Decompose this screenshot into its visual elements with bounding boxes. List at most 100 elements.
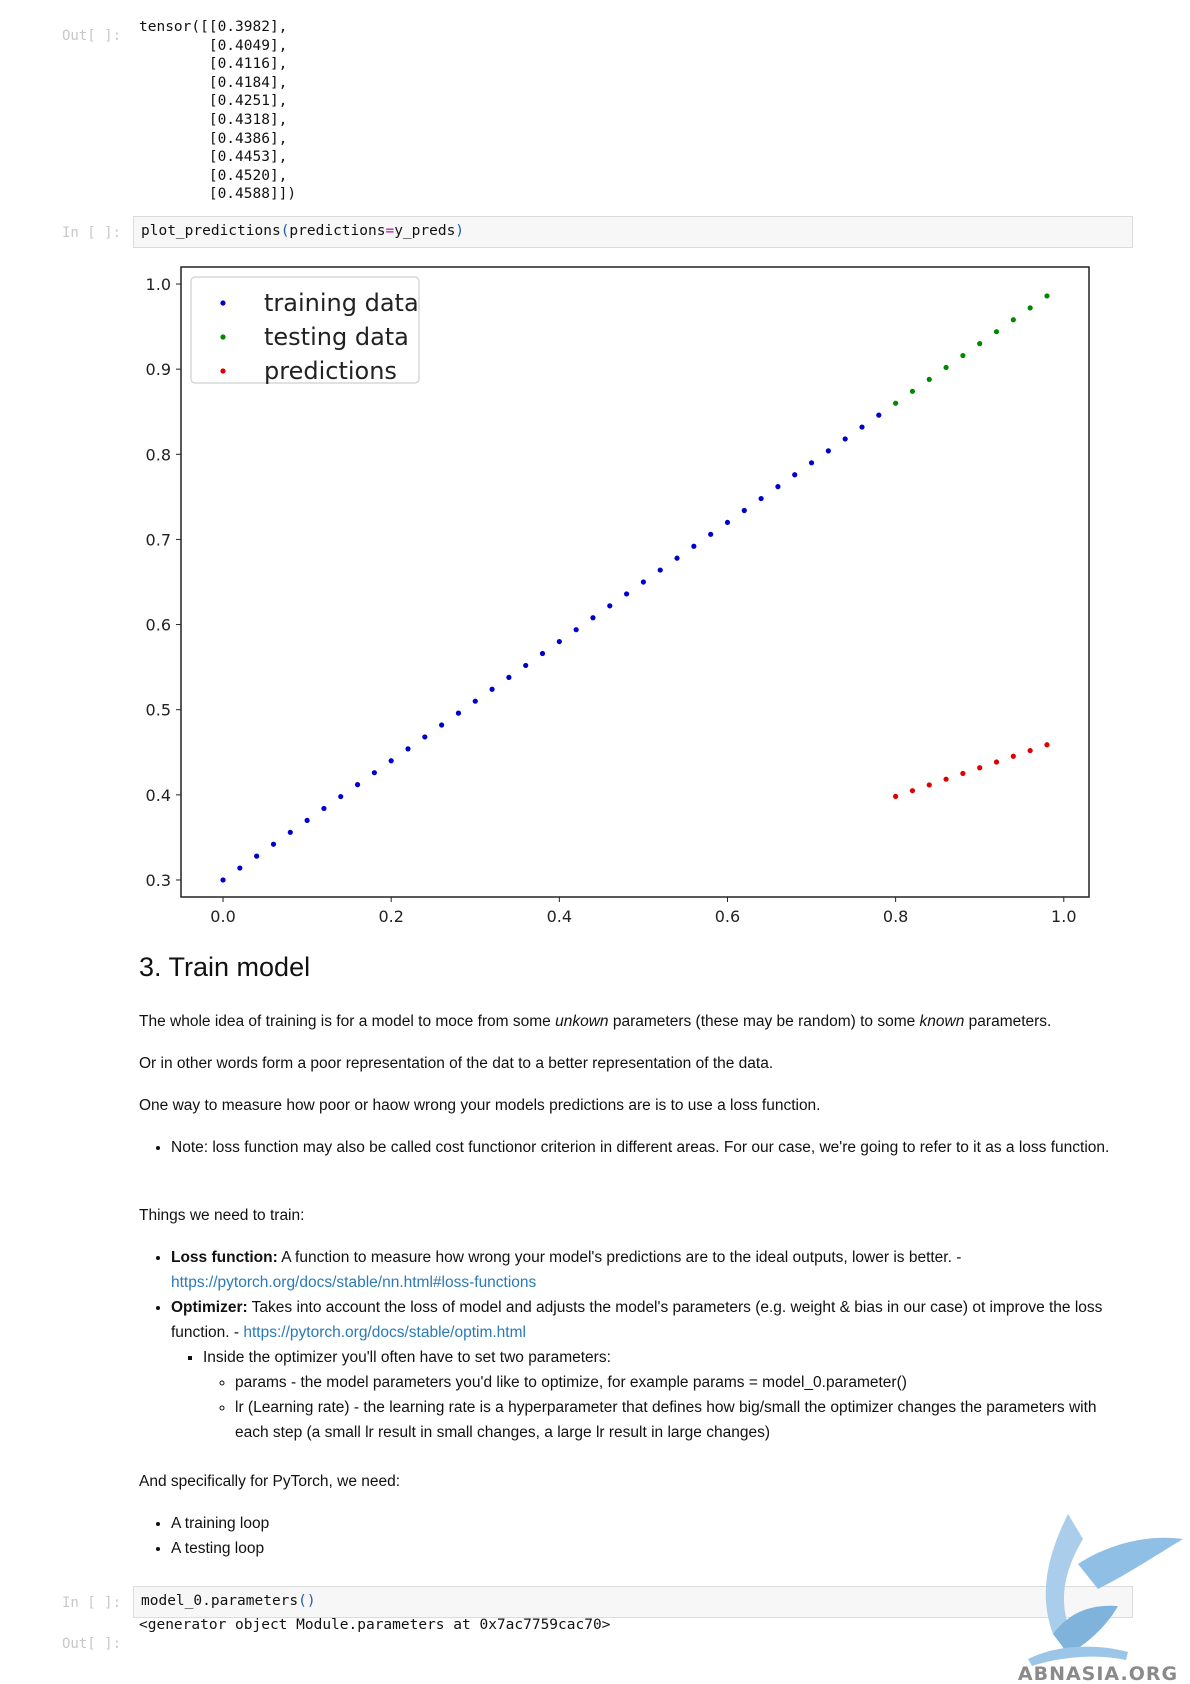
training-data-point [691,543,697,549]
tensor-line: [0.4453], [208,149,288,166]
loss-functions-link[interactable]: https://pytorch.org/docs/stable/nn.html#… [171,1274,537,1291]
testing-data-point [1010,317,1016,323]
training-data-point [842,436,848,442]
training-data-point [539,650,546,657]
training-data-point [523,662,529,669]
y-tick-label: 0.3 [146,871,171,890]
paragraph-2: Or in other words form a poor representa… [139,1055,774,1072]
training-data-point [455,710,462,716]
predictions-point [943,776,949,782]
code-paren: ( [280,223,290,239]
training-data-point [556,638,562,645]
training-data-point [354,782,361,788]
x-tick-label: 0.6 [715,907,740,926]
code-value: y_preds [394,223,456,239]
training-data-point [657,567,663,573]
training-data-point [489,686,495,692]
tensor-line: [0.4318], [208,111,288,128]
predictions-point [1044,742,1050,748]
training-data-point [708,531,714,537]
code-cell-plot-predictions[interactable]: plot_predictions(predictions=y_preds) [133,216,1133,248]
x-tick-label: 0.8 [883,907,908,926]
paragraph-5: And specifically for PyTorch, we need: [139,1473,401,1490]
testing-data-point [909,388,916,394]
tensor-line: [0.4520], [208,167,288,184]
x-tick-label: 1.0 [1051,907,1076,926]
code-line[interactable]: plot_predictions(predictions=y_preds) [141,223,464,239]
testing-data-point [1044,293,1050,299]
testing-data-point [893,400,899,406]
training-data-point [674,555,680,561]
training-data-point [321,805,327,812]
generator-output: <generator object Module.parameters at 0… [139,1617,611,1633]
list-item-lr: lr (Learning rate) - the learning rate i… [235,1395,1119,1445]
training-data-point [640,579,647,585]
training-data-point [792,472,798,478]
training-data-point [724,519,731,526]
tensor-line: [0.4588]]) [139,186,297,203]
code-cell-model-parameters[interactable]: model_0.parameters() [133,1586,1133,1618]
tensor-line: tensor([[0.3982], [139,19,288,35]
training-data-point [607,603,613,609]
code-function: plot_predictions [141,223,281,239]
training-data-point [422,734,428,740]
y-tick-label: 0.4 [146,786,171,805]
predictions-point [960,770,966,777]
legend-box [190,276,420,384]
x-tick-label: 0.4 [547,907,572,926]
training-data-point [859,424,865,430]
abnasia-watermark-logo: ABNASIA.ORG [1018,1514,1183,1684]
list-item-optimizer: Optimizer: Takes into account the loss o… [171,1295,1119,1445]
predictions-point [926,782,932,788]
training-data-point [220,877,226,883]
paragraph-4: Things we need to train: [139,1207,305,1224]
list-item: A testing loop [171,1536,1119,1561]
predictions-point [893,793,899,799]
training-data-point [472,698,478,704]
y-tick-label: 0.7 [146,530,171,549]
code-arg: predictions [289,223,386,239]
output-prompt: Out[ ]: [62,28,122,44]
training-data-point [371,770,377,776]
training-data-point [270,841,277,847]
legend-marker [220,368,226,374]
paragraph-3: One way to measure how poor or haow wron… [139,1097,821,1114]
legend-label: training data [264,289,419,317]
svg-text:ABNASIA.ORG: ABNASIA.ORG [1018,1663,1178,1684]
training-data-point [338,793,344,800]
y-tick-label: 0.5 [146,701,171,720]
optim-link[interactable]: https://pytorch.org/docs/stable/optim.ht… [243,1324,526,1341]
list-item-params: params - the model parameters you'd like… [235,1370,1119,1395]
tensor-line: [0.4386], [208,130,288,147]
output-prompt: Out[ ]: [62,1636,122,1652]
testing-data-point [926,376,932,382]
training-data-point [287,829,293,835]
predictions-point [909,788,916,794]
training-data-point [506,674,512,680]
tensor-line: [0.4184], [208,74,288,91]
pytorch-loops-list: A training loop A testing loop [139,1511,1119,1561]
legend-label: predictions [264,357,397,385]
testing-data-point [943,364,949,371]
training-data-point [758,495,764,502]
train-requirements-list: Loss function: A function to measure how… [139,1245,1119,1445]
tensor-output: tensor([[0.3982], [0.4049], [0.4116], [0… [139,18,296,204]
training-data-point [405,746,411,752]
code-line[interactable]: model_0.parameters() [141,1593,316,1609]
training-data-point [388,758,394,764]
list-item: Note: loss function may also be called c… [171,1135,1119,1160]
input-prompt: In [ ]: [62,1595,122,1611]
y-tick-label: 1.0 [146,275,171,294]
training-data-point [254,853,260,859]
tensor-line: [0.4116], [208,56,288,73]
list-item: A training loop [171,1511,1119,1536]
legend-marker [220,300,226,306]
training-data-point [623,591,630,597]
testing-data-point [1027,305,1033,311]
legend-label: testing data [264,323,409,351]
code-paren: ) [455,223,465,239]
paragraph-1: The whole idea of training is for a mode… [139,1013,1052,1030]
code-function: model_0.parameters [141,1593,299,1609]
testing-data-point [977,341,983,347]
training-data-point [439,722,445,728]
